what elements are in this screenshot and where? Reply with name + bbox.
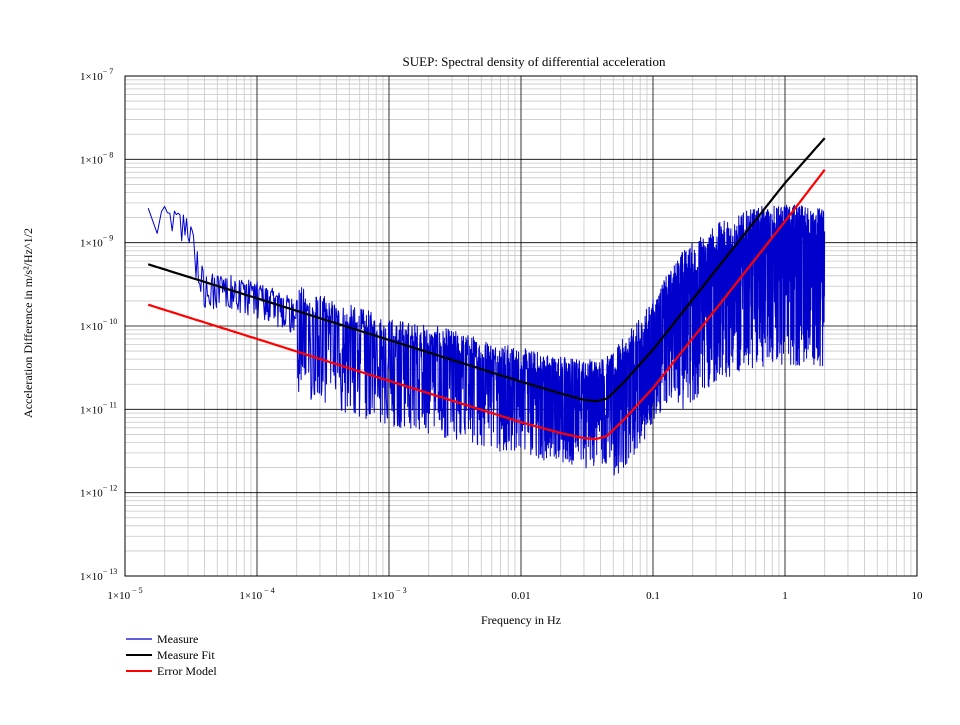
y-axis-label: Acceleration Difference in m/s²/Hz^1/2 — [21, 228, 35, 418]
legend-label-measure-fit: Measure Fit — [157, 648, 215, 662]
tick-layer: 1×10 − 5 1×10 − 4 1×10 − 3 0.01 0.1 1 10 1×10− … — [80, 67, 923, 602]
y-tick-label: 1×10− 7 — [80, 67, 113, 83]
y-tick-label: 1×10− 10 — [80, 317, 117, 333]
legend-label-measure: Measure — [157, 632, 198, 646]
series-layer — [147, 137, 826, 476]
plot-frame — [124, 75, 918, 577]
x-axis-label: Frequency in Hz — [481, 613, 561, 627]
series-measure-fit-line — [147, 137, 826, 403]
x-tick-label: 1 — [782, 590, 788, 602]
x-tick-label: 10 — [912, 590, 924, 602]
y-tick-label: 1×10− 11 — [80, 400, 117, 416]
legend: Measure Measure Fit Error Model — [126, 632, 217, 678]
y-tick-label: 1×10− 13 — [80, 567, 117, 583]
y-tick-label: 1×10− 12 — [80, 484, 117, 500]
x-tick-label: 1×10 − 3 — [371, 586, 406, 602]
series-error-model-line — [147, 169, 826, 441]
x-tick-label: 1×10 − 4 — [239, 586, 274, 602]
x-tick-label: 0.01 — [511, 590, 530, 602]
series-measure-line — [147, 204, 826, 476]
x-tick-label: 1×10 − 5 — [107, 586, 142, 602]
x-tick-label: 0.1 — [646, 590, 660, 602]
y-tick-label: 1×10− 8 — [80, 150, 113, 166]
y-tick-label: 1×10− 9 — [80, 234, 113, 250]
legend-label-error-model: Error Model — [157, 664, 217, 678]
chart-title: SUEP: Spectral density of differential a… — [403, 54, 666, 69]
